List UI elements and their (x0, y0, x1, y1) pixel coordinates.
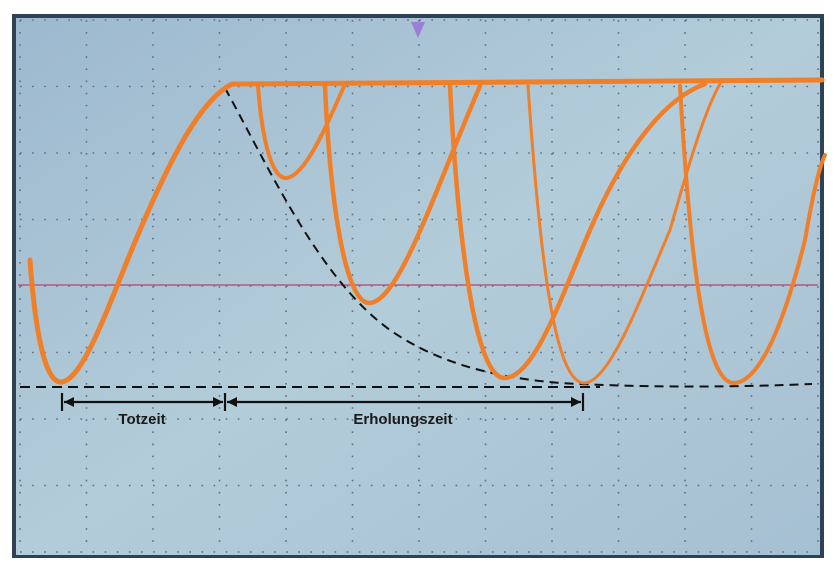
recovery-envelope (224, 87, 813, 388)
recovery-time-label: Erholungszeit (353, 411, 452, 428)
arrow-head (571, 397, 581, 407)
dead-time-label: Totzeit (118, 411, 165, 428)
arrow-head (64, 397, 74, 407)
trace (526, 82, 722, 385)
trace (447, 81, 708, 381)
trigger-marker (411, 22, 425, 38)
arrow-head (213, 397, 223, 407)
trace (678, 84, 827, 385)
measurement-arrows (60, 393, 585, 411)
arrow-head (227, 397, 237, 407)
trace (27, 77, 825, 385)
trace (322, 83, 483, 306)
traces (27, 77, 827, 385)
